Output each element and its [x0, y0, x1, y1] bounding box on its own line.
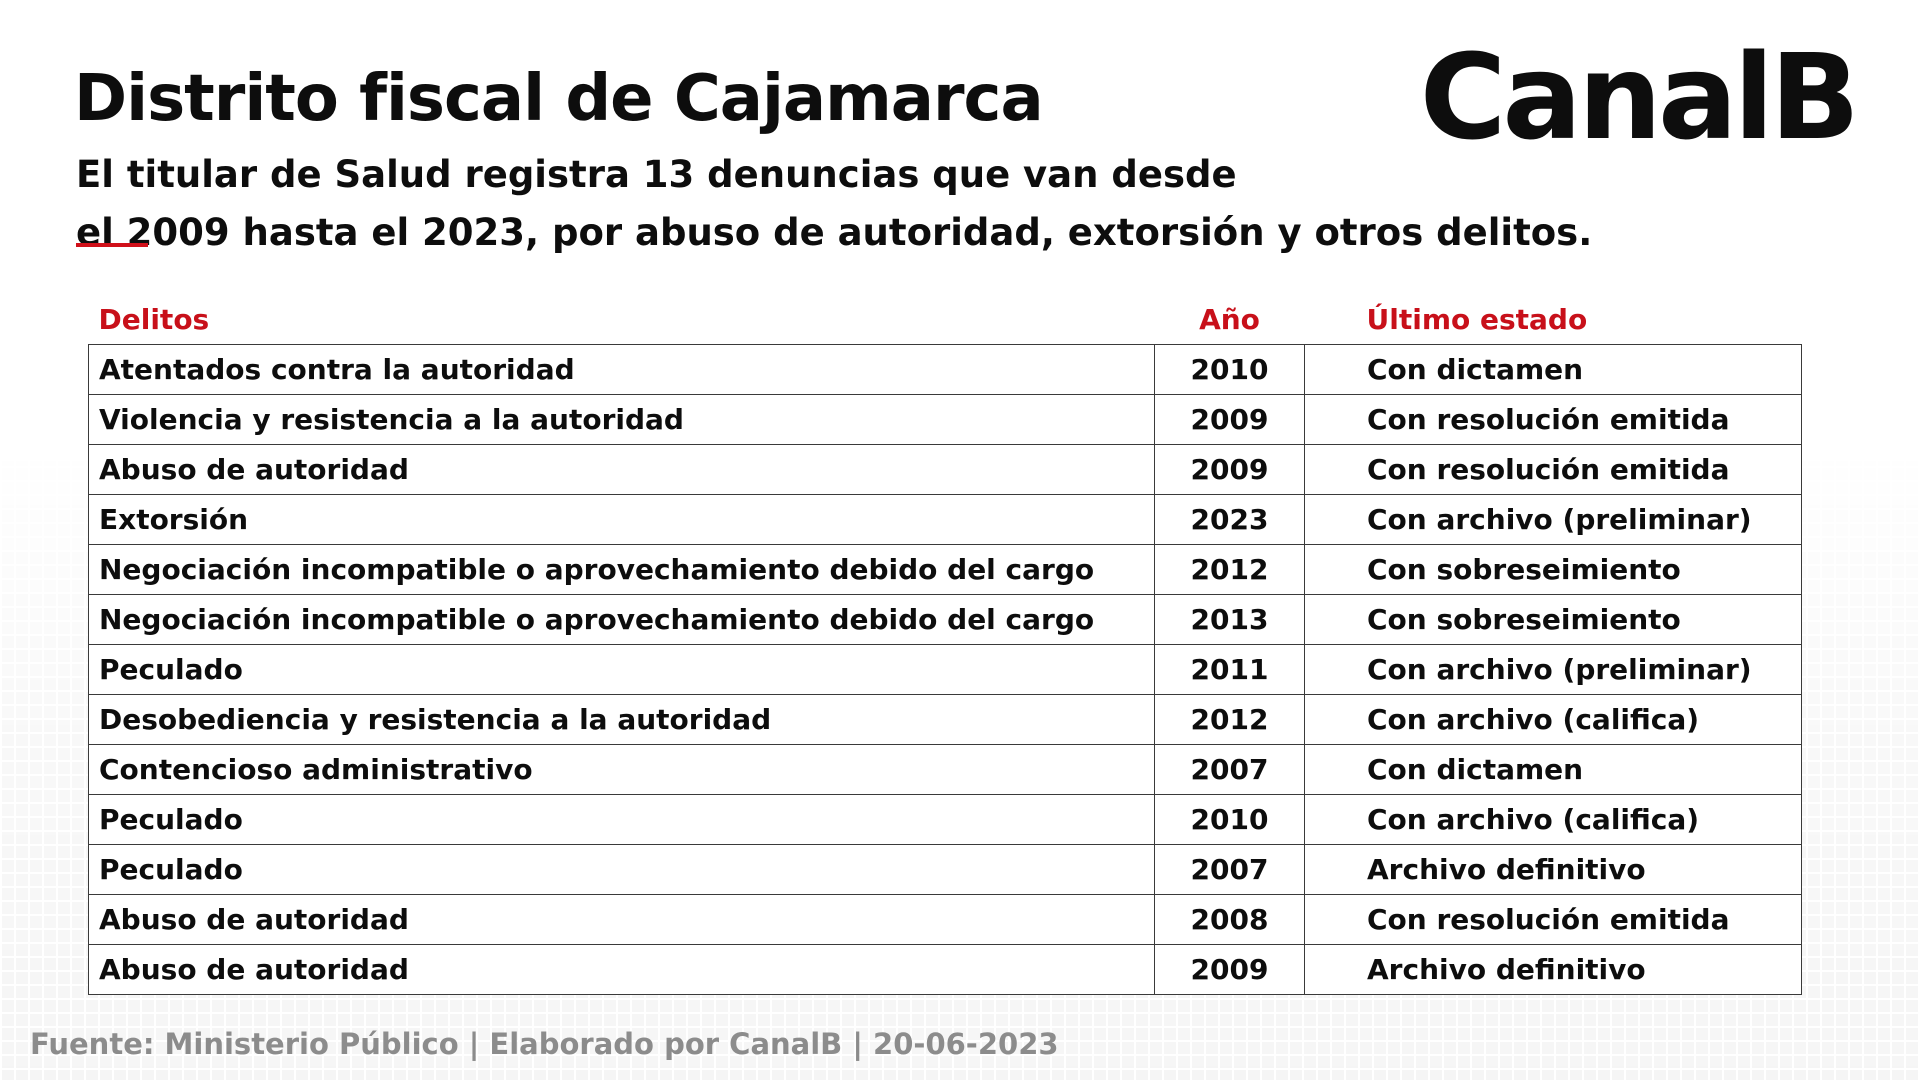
cell-ano: 2008 [1154, 894, 1305, 945]
table-row: Atentados contra la autoridad 2010 Con dic… [88, 344, 1802, 395]
table-row: Desobediencia y resistencia a la autorid… [88, 694, 1802, 745]
table-body: Atentados contra la autoridad 2010 Con dic… [88, 344, 1802, 995]
subtitle: El titular de Salud registra 13 denuncia… [76, 146, 1776, 262]
cell-delito: Negociación incompatible o aprovechamien… [88, 544, 1155, 595]
page-title: Distrito fiscal de Cajamarca [74, 62, 1044, 136]
cell-estado: Archivo definitivo [1304, 944, 1802, 995]
cell-ano: 2023 [1154, 494, 1305, 545]
cell-delito: Peculado [88, 794, 1155, 845]
cell-delito: Contencioso administrativo [88, 744, 1155, 795]
cell-estado: Con resolución emitida [1304, 894, 1802, 945]
cell-ano: 2007 [1154, 744, 1305, 795]
table-row: Peculado 2011 Con archivo (preliminar) [88, 644, 1802, 695]
cell-ano: 2012 [1154, 544, 1305, 595]
table-row: Peculado 2007 Archivo definitivo [88, 844, 1802, 895]
cell-ano: 2010 [1154, 794, 1305, 845]
cell-ano: 2009 [1154, 444, 1305, 495]
table-row: Peculado 2010 Con archivo (califica) [88, 794, 1802, 845]
cell-estado: Archivo definitivo [1304, 844, 1802, 895]
cell-delito: Peculado [88, 844, 1155, 895]
cell-estado: Con archivo (califica) [1304, 694, 1802, 745]
cell-estado: Con dictamen [1304, 744, 1802, 795]
cell-ano: 2011 [1154, 644, 1305, 695]
table-row: Abuso de autoridad 2009 Archivo definitivo [88, 944, 1802, 995]
cell-estado: Con archivo (preliminar) [1304, 644, 1802, 695]
cell-ano: 2007 [1154, 844, 1305, 895]
cell-delito: Atentados contra la autoridad [88, 344, 1155, 395]
canalb-logo: CanalB [1419, 28, 1860, 166]
table-header-row: Delitos Año Último estado [89, 294, 1802, 345]
cell-ano: 2010 [1154, 344, 1305, 395]
column-header-ano: Año [1199, 302, 1260, 336]
table-row: Violencia y resistencia a la autoridad 20… [88, 394, 1802, 445]
cell-estado: Con resolución emitida [1304, 394, 1802, 445]
cell-delito: Abuso de autoridad [88, 444, 1155, 495]
cell-ano: 2013 [1154, 594, 1305, 645]
accent-underline [76, 243, 148, 247]
column-header-ultimo-estado: Último estado [1366, 302, 1588, 336]
table-row: Abuso de autoridad 2008 Con resolución emi… [88, 894, 1802, 945]
table-row: Negociación incompatible o aprovechamien… [88, 594, 1802, 645]
source-note: Fuente: Ministerio Público | Elaborado p… [30, 1027, 1059, 1061]
cell-delito: Negociación incompatible o aprovechamien… [88, 594, 1155, 645]
column-header-delitos: Delitos [98, 302, 210, 336]
cell-ano: 2009 [1154, 944, 1305, 995]
cell-delito: Abuso de autoridad [88, 894, 1155, 945]
cell-estado: Con resolución emitida [1304, 444, 1802, 495]
cell-delito: Violencia y resistencia a la autoridad [88, 394, 1155, 445]
cell-delito: Desobediencia y resistencia a la autorid… [88, 694, 1155, 745]
subtitle-line-2: el 2009 hasta el 2023, por abuso de auto… [76, 211, 1593, 254]
cell-delito: Abuso de autoridad [88, 944, 1155, 995]
table-row: Extorsión 2023 Con archivo (preliminar) [88, 494, 1802, 545]
table-row: Negociación incompatible o aprovechamien… [88, 544, 1802, 595]
table-row: Abuso de autoridad 2009 Con resolución emi… [88, 444, 1802, 495]
cell-estado: Con dictamen [1304, 344, 1802, 395]
cell-delito: Extorsión [88, 494, 1155, 545]
cell-estado: Con sobreseimiento [1304, 544, 1802, 595]
cell-delito: Peculado [88, 644, 1155, 695]
cell-ano: 2012 [1154, 694, 1305, 745]
cell-estado: Con archivo (califica) [1304, 794, 1802, 845]
cell-ano: 2009 [1154, 394, 1305, 445]
table-row: Contencioso administrativo 2007 Con dictam… [88, 744, 1802, 795]
cell-estado: Con archivo (preliminar) [1304, 494, 1802, 545]
subtitle-line-1: El titular de Salud registra 13 denuncia… [76, 153, 1237, 196]
cell-estado: Con sobreseimiento [1304, 594, 1802, 645]
denuncias-table: Delitos Año Último estado Atentados cont… [88, 294, 1802, 995]
